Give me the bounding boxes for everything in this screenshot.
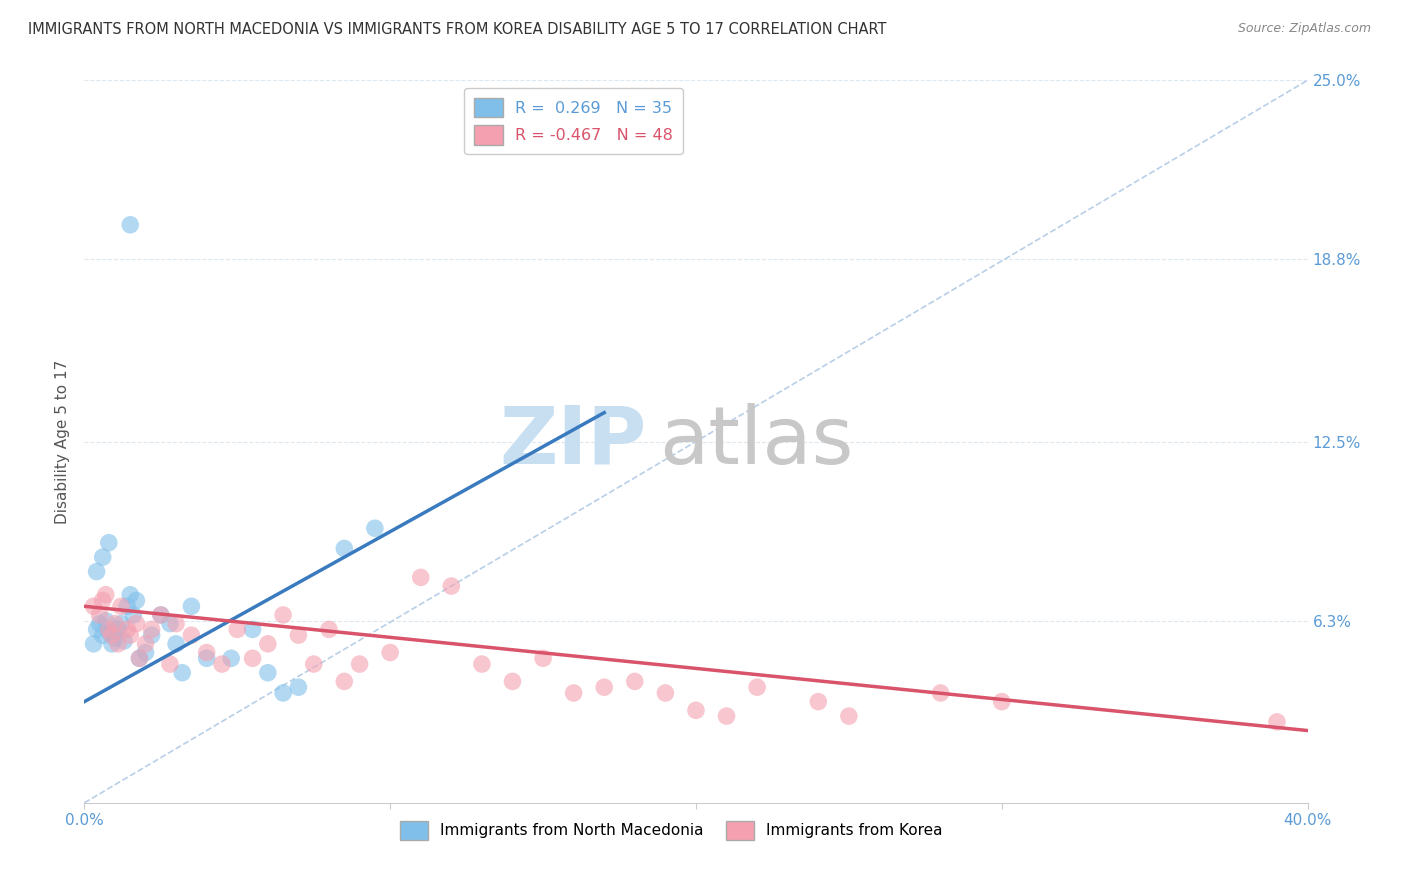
Immigrants from Korea	[257, 637, 280, 651]
Immigrants from Korea	[807, 695, 830, 709]
Immigrants from Korea	[271, 607, 294, 622]
Immigrants from Korea	[654, 686, 676, 700]
Immigrants from North Macedonia	[122, 607, 145, 622]
Immigrants from North Macedonia	[159, 616, 181, 631]
Immigrants from North Macedonia	[149, 607, 172, 622]
Immigrants from North Macedonia	[135, 646, 157, 660]
Immigrants from Korea	[101, 628, 124, 642]
Immigrants from Korea	[624, 674, 647, 689]
Immigrants from North Macedonia	[97, 625, 120, 640]
Immigrants from North Macedonia	[89, 616, 111, 631]
Immigrants from Korea	[302, 657, 325, 671]
Immigrants from North Macedonia	[86, 565, 108, 579]
Immigrants from Korea	[929, 686, 952, 700]
Immigrants from Korea	[104, 616, 127, 631]
Immigrants from North Macedonia	[91, 628, 114, 642]
Immigrants from Korea	[165, 616, 187, 631]
Text: Source: ZipAtlas.com: Source: ZipAtlas.com	[1237, 22, 1371, 36]
Immigrants from North Macedonia	[172, 665, 194, 680]
Text: atlas: atlas	[659, 402, 853, 481]
Immigrants from Korea	[120, 628, 142, 642]
Immigrants from Korea	[125, 616, 148, 631]
Text: ZIP: ZIP	[499, 402, 647, 481]
Immigrants from North Macedonia	[180, 599, 202, 614]
Immigrants from Korea	[141, 623, 163, 637]
Immigrants from Korea	[128, 651, 150, 665]
Immigrants from Korea	[91, 593, 114, 607]
Immigrants from Korea	[440, 579, 463, 593]
Immigrants from North Macedonia	[91, 550, 114, 565]
Immigrants from Korea	[562, 686, 585, 700]
Immigrants from Korea	[242, 651, 264, 665]
Immigrants from Korea	[180, 628, 202, 642]
Immigrants from North Macedonia	[219, 651, 242, 665]
Immigrants from North Macedonia	[94, 614, 117, 628]
Immigrants from Korea	[83, 599, 105, 614]
Immigrants from Korea	[97, 623, 120, 637]
Immigrants from North Macedonia	[104, 631, 127, 645]
Immigrants from North Macedonia	[125, 593, 148, 607]
Immigrants from Korea	[471, 657, 494, 671]
Immigrants from Korea	[318, 623, 340, 637]
Immigrants from Korea	[135, 637, 157, 651]
Immigrants from Korea	[89, 607, 111, 622]
Immigrants from North Macedonia	[242, 623, 264, 637]
Immigrants from North Macedonia	[141, 628, 163, 642]
Immigrants from Korea	[747, 680, 769, 694]
Immigrants from Korea	[287, 628, 309, 642]
Immigrants from Korea	[226, 623, 249, 637]
Immigrants from Korea	[991, 695, 1014, 709]
Immigrants from North Macedonia	[110, 616, 132, 631]
Immigrants from North Macedonia	[128, 651, 150, 665]
Immigrants from Korea	[211, 657, 233, 671]
Immigrants from Korea	[159, 657, 181, 671]
Immigrants from Korea	[685, 703, 707, 717]
Immigrants from North Macedonia	[101, 637, 124, 651]
Immigrants from North Macedonia	[287, 680, 309, 694]
Immigrants from Korea	[1265, 714, 1288, 729]
Immigrants from North Macedonia	[257, 665, 280, 680]
Legend: Immigrants from North Macedonia, Immigrants from Korea: Immigrants from North Macedonia, Immigra…	[394, 815, 949, 846]
Immigrants from Korea	[593, 680, 616, 694]
Immigrants from North Macedonia	[195, 651, 218, 665]
Immigrants from Korea	[838, 709, 860, 723]
Immigrants from North Macedonia	[120, 218, 142, 232]
Immigrants from North Macedonia	[333, 541, 356, 556]
Text: IMMIGRANTS FROM NORTH MACEDONIA VS IMMIGRANTS FROM KOREA DISABILITY AGE 5 TO 17 : IMMIGRANTS FROM NORTH MACEDONIA VS IMMIG…	[28, 22, 887, 37]
Y-axis label: Disability Age 5 to 17: Disability Age 5 to 17	[55, 359, 70, 524]
Immigrants from North Macedonia	[364, 521, 387, 535]
Immigrants from Korea	[380, 646, 402, 660]
Immigrants from Korea	[115, 623, 138, 637]
Immigrants from North Macedonia	[165, 637, 187, 651]
Immigrants from North Macedonia	[107, 623, 129, 637]
Immigrants from Korea	[333, 674, 356, 689]
Immigrants from North Macedonia	[271, 686, 294, 700]
Immigrants from Korea	[195, 646, 218, 660]
Immigrants from North Macedonia	[83, 637, 105, 651]
Immigrants from North Macedonia	[112, 634, 135, 648]
Immigrants from Korea	[531, 651, 554, 665]
Immigrants from Korea	[94, 588, 117, 602]
Immigrants from Korea	[149, 607, 172, 622]
Immigrants from North Macedonia	[115, 599, 138, 614]
Immigrants from Korea	[107, 637, 129, 651]
Immigrants from Korea	[349, 657, 371, 671]
Immigrants from North Macedonia	[97, 535, 120, 549]
Immigrants from Korea	[409, 570, 432, 584]
Immigrants from Korea	[716, 709, 738, 723]
Immigrants from Korea	[110, 599, 132, 614]
Immigrants from North Macedonia	[120, 588, 142, 602]
Immigrants from North Macedonia	[86, 623, 108, 637]
Immigrants from Korea	[502, 674, 524, 689]
